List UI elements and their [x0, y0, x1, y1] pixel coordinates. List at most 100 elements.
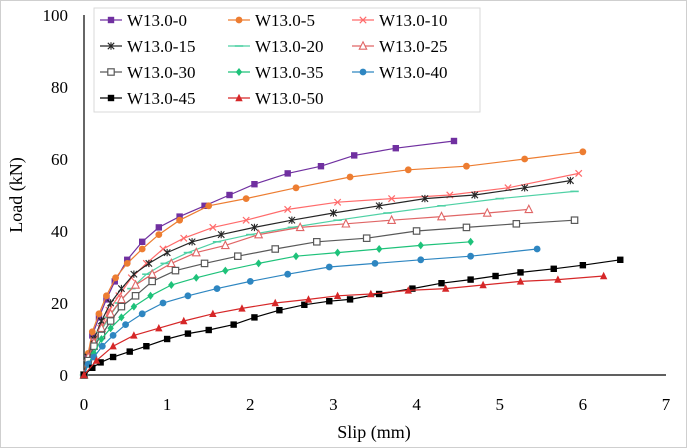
data-point — [421, 194, 429, 203]
data-point — [126, 348, 133, 355]
data-point — [89, 364, 96, 371]
data-point — [171, 266, 180, 275]
legend-item: W13.0-35 — [228, 63, 323, 82]
data-point — [579, 262, 587, 269]
legend-item: W13.0-5 — [228, 11, 315, 30]
legend-item: W13.0-20 — [228, 37, 323, 56]
data-point — [512, 220, 521, 228]
legend-marker — [235, 16, 243, 24]
data-point — [163, 335, 171, 343]
data-point — [375, 245, 383, 253]
data-point — [341, 218, 351, 228]
data-point — [222, 266, 229, 275]
data-point — [200, 259, 209, 268]
y-tick-label: 20 — [51, 294, 68, 313]
data-point — [88, 328, 96, 336]
data-point — [124, 256, 131, 263]
data-point — [482, 207, 492, 217]
data-point — [301, 301, 308, 308]
data-point — [492, 272, 499, 280]
legend-label: W13.0-20 — [255, 37, 323, 56]
legend-marker — [235, 68, 243, 76]
data-point — [130, 302, 138, 311]
data-point — [254, 229, 264, 239]
data-point — [209, 223, 217, 232]
y-tick-label: 40 — [51, 222, 68, 241]
data-point — [325, 263, 333, 271]
data-point — [467, 276, 474, 283]
data-point — [138, 310, 146, 318]
data-point — [367, 289, 375, 298]
y-tick-label: 100 — [43, 6, 69, 25]
data-point — [441, 284, 450, 292]
data-point — [103, 292, 110, 300]
data-point — [284, 270, 292, 278]
legend-label: W13.0-0 — [127, 11, 187, 30]
data-point — [351, 152, 358, 159]
data-point — [617, 256, 624, 263]
data-point — [524, 203, 534, 214]
data-point — [220, 239, 230, 250]
legend-label: W13.0-25 — [379, 37, 447, 56]
data-point — [226, 191, 233, 199]
legend-box — [93, 7, 481, 113]
data-point — [98, 342, 106, 350]
legend-label: W13.0-40 — [379, 63, 447, 82]
data-point — [371, 260, 379, 267]
x-axis-title: Slip (mm) — [337, 422, 411, 443]
data-point — [130, 270, 138, 278]
legend-marker — [235, 93, 243, 102]
data-point — [417, 256, 425, 264]
data-point — [479, 280, 487, 289]
data-point — [191, 247, 201, 257]
y-tick-label: 60 — [51, 150, 68, 169]
data-point — [95, 314, 103, 321]
data-point — [168, 281, 175, 289]
legend-label: W13.0-15 — [127, 37, 195, 56]
data-point — [417, 241, 424, 250]
data-point — [533, 245, 541, 253]
data-point — [166, 257, 176, 268]
data-point — [213, 285, 221, 292]
data-point — [193, 273, 200, 282]
data-point — [201, 202, 208, 209]
data-point — [438, 280, 445, 287]
data-point — [284, 170, 291, 177]
data-point — [234, 252, 242, 261]
legend-marker — [359, 68, 367, 76]
data-point — [462, 223, 471, 232]
legend-item: W13.0-45 — [100, 89, 195, 108]
data-point — [579, 148, 587, 156]
legend-marker — [107, 68, 115, 76]
data-point — [471, 191, 479, 199]
data-point — [205, 326, 212, 334]
data-point — [180, 316, 188, 325]
x-tick-label: 6 — [579, 395, 588, 414]
data-point — [180, 234, 188, 242]
series-w13-0-0 — [80, 137, 458, 379]
data-point — [346, 296, 354, 303]
data-point — [131, 292, 140, 300]
data-point — [103, 296, 110, 303]
legend-label: W13.0-50 — [255, 89, 323, 108]
legend-marker — [107, 16, 115, 24]
data-point — [346, 173, 354, 181]
data-point — [92, 356, 101, 364]
data-point — [106, 317, 115, 325]
data-point — [176, 216, 184, 224]
data-point — [89, 332, 96, 339]
data-point — [326, 298, 333, 305]
data-point — [271, 245, 280, 253]
data-point — [122, 321, 129, 328]
data-point — [404, 166, 412, 174]
data-point — [155, 224, 163, 231]
legend-item: W13.0-0 — [100, 11, 187, 30]
data-point — [80, 370, 88, 379]
data-point — [184, 292, 192, 300]
x-tick-label: 4 — [412, 395, 421, 414]
data-point — [292, 252, 300, 261]
data-point — [242, 195, 250, 203]
data-point — [284, 205, 292, 214]
